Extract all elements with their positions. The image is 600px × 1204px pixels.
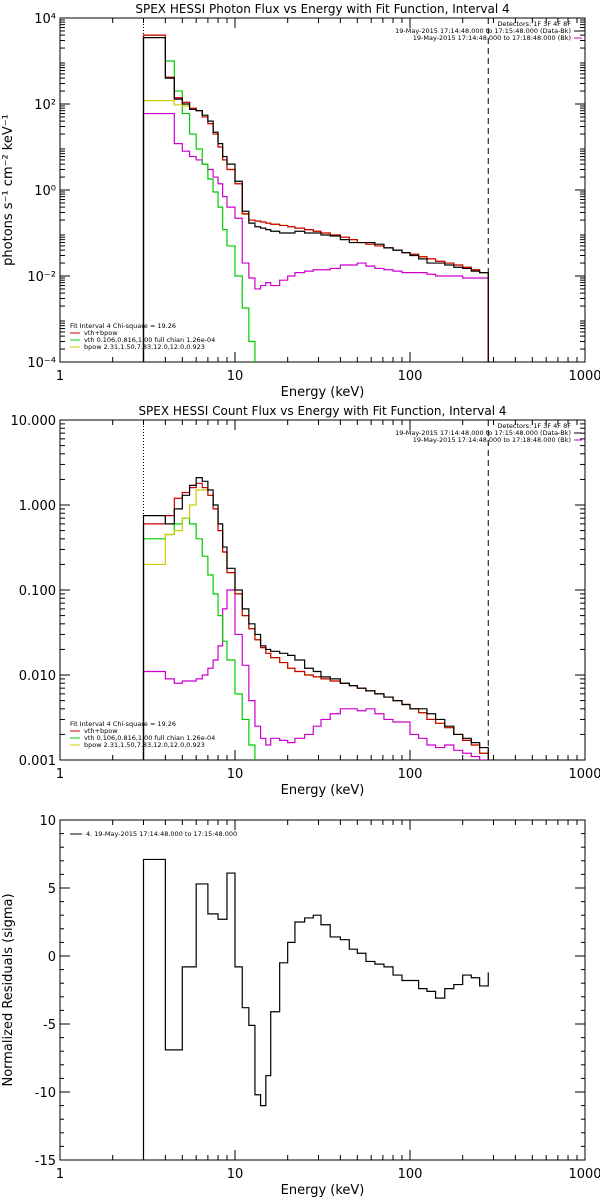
x-tick-label: 1 [56, 767, 64, 782]
y-tick-label: 0.001 [19, 754, 56, 769]
x-tick-label: 10 [227, 1167, 244, 1182]
x-tick-label: 1 [56, 369, 64, 384]
series-line-bk [143, 114, 488, 362]
x-axis-label: Energy (keV) [281, 385, 365, 400]
x-axis-label: Energy (keV) [281, 783, 365, 798]
legend-top-entry: 19-May-2015 17:14:48.000 to 17:18:48.000… [413, 436, 571, 444]
y-tick-label: 10⁴ [34, 12, 56, 27]
x-tick-label: 10 [227, 767, 244, 782]
x-tick-label: 100 [398, 369, 423, 384]
x-tick-label: 1000 [568, 369, 600, 384]
y-tick-label: 10 [39, 814, 56, 829]
y-tick-label: 10⁰ [34, 184, 56, 199]
chart-panel-3: 1 10 100 1000 Energy (keV) -15 -10 -5 0 5 10 Normal… [1, 814, 600, 1198]
y-tick-label: 10.000 [11, 414, 57, 429]
y-tick-label: 0.100 [19, 584, 56, 599]
y-tick-label: -15 [35, 1154, 56, 1169]
legend-entry: 4. 19-May-2015 17:14:48.000 to 17:15:48.… [86, 830, 237, 838]
x-tick-label: 10 [227, 369, 244, 384]
y-axis-label: photons s⁻¹ cm⁻² keV⁻¹ [1, 114, 16, 266]
legend-bottom-entry: bpow 2.31,1.50,7.83,12.0,12.0,0.923 [84, 343, 205, 351]
y-tick-label: 0.010 [19, 669, 56, 684]
series-line-vth [143, 35, 260, 363]
chart-title: SPEX HESSI Count Flux vs Energy with Fit… [138, 404, 506, 418]
legend-bottom-entry: bpow 2.31,1.50,7.83,12.0,12.0,0.923 [84, 741, 205, 749]
legend-top-entry: 19-May-2015 17:14:48.000 to 17:18:48.000… [413, 34, 571, 42]
x-tick-label: 1000 [568, 1167, 600, 1182]
series-group [143, 859, 488, 1160]
y-tick-label: -5 [43, 1018, 56, 1033]
y-axis-label: Normalized Residuals (sigma) [1, 893, 16, 1086]
x-tick-label: 1 [56, 1167, 64, 1182]
x-axis-label: Energy (keV) [281, 1183, 365, 1198]
x-tick-label: 1000 [568, 767, 600, 782]
y-tick-label: -10 [35, 1086, 56, 1101]
y-tick-label: 10⁻² [27, 270, 56, 285]
plot-frame [60, 420, 585, 760]
y-tick-label: 5 [48, 882, 56, 897]
series-line-vth-bpow [143, 35, 488, 362]
x-tick-label: 100 [398, 1167, 423, 1182]
series-group [143, 478, 488, 761]
series-group [143, 35, 488, 363]
y-tick-label: 10² [34, 98, 56, 113]
plot-frame [60, 18, 585, 362]
y-tick-label: 1.000 [19, 499, 56, 514]
chart-panel-1: SPEX HESSI Photon Flux vs Energy with Fi… [1, 2, 600, 400]
x-tick-label: 100 [398, 767, 423, 782]
series-line-data-bk [143, 38, 488, 362]
series-line-4-19-may-2015-17-14-48-000-to-17-15-48-000 [143, 859, 488, 1160]
series-line-vth-bpow [143, 483, 488, 760]
y-tick-label: 0 [48, 950, 56, 965]
chart-panel-2: SPEX HESSI Count Flux vs Energy with Fit… [11, 404, 600, 798]
y-tick-label: 10⁻⁴ [27, 356, 56, 371]
plot-frame [60, 820, 585, 1160]
series-line-data-bk [143, 478, 488, 760]
chart-title: SPEX HESSI Photon Flux vs Energy with Fi… [135, 2, 509, 16]
